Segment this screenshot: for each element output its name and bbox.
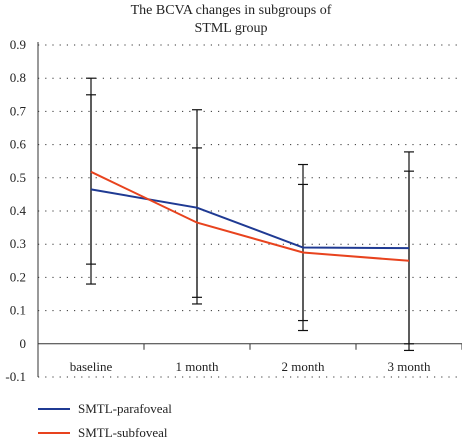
y-tick-label: 0.3 — [10, 236, 26, 251]
y-tick-label: 0.9 — [10, 37, 26, 52]
chart-title-line-2: STML group — [195, 21, 268, 36]
series-line-1 — [90, 188, 410, 250]
y-tick-label: 0.1 — [10, 303, 26, 318]
legend-label: SMTL-parafoveal — [78, 401, 172, 416]
y-tick-label: 0.7 — [10, 103, 27, 118]
y-tick-label: 0 — [20, 336, 27, 351]
x-tick-label: 2 month — [282, 359, 325, 374]
y-tick-label: -0.1 — [5, 369, 26, 384]
series-lines — [90, 170, 410, 262]
y-tick-label: 0.5 — [10, 170, 26, 185]
axes: -0.1 0 0.1 0.2 0.3 0.4 0.5 0.6 0.7 0.8 0.9 baseline… — [5, 37, 462, 384]
y-tick-label: 0.6 — [10, 137, 27, 152]
series-line-2 — [90, 170, 410, 262]
y-tick-label: 0.4 — [10, 203, 27, 218]
chart-title-line-1: The BCVA changes in subgroups of — [131, 3, 332, 18]
legend: SMTL-parafoveal SMTL-subfoveal — [38, 401, 172, 439]
x-tick-label: 3 month — [388, 359, 431, 374]
x-tick-label: baseline — [70, 359, 113, 374]
x-tick-label: 1 month — [176, 359, 219, 374]
legend-label: SMTL-subfoveal — [78, 425, 168, 439]
y-tick-label: 0.8 — [10, 70, 26, 85]
error-bars — [86, 77, 414, 352]
grid-lines — [38, 44, 462, 378]
y-tick-label: 0.2 — [10, 269, 26, 284]
